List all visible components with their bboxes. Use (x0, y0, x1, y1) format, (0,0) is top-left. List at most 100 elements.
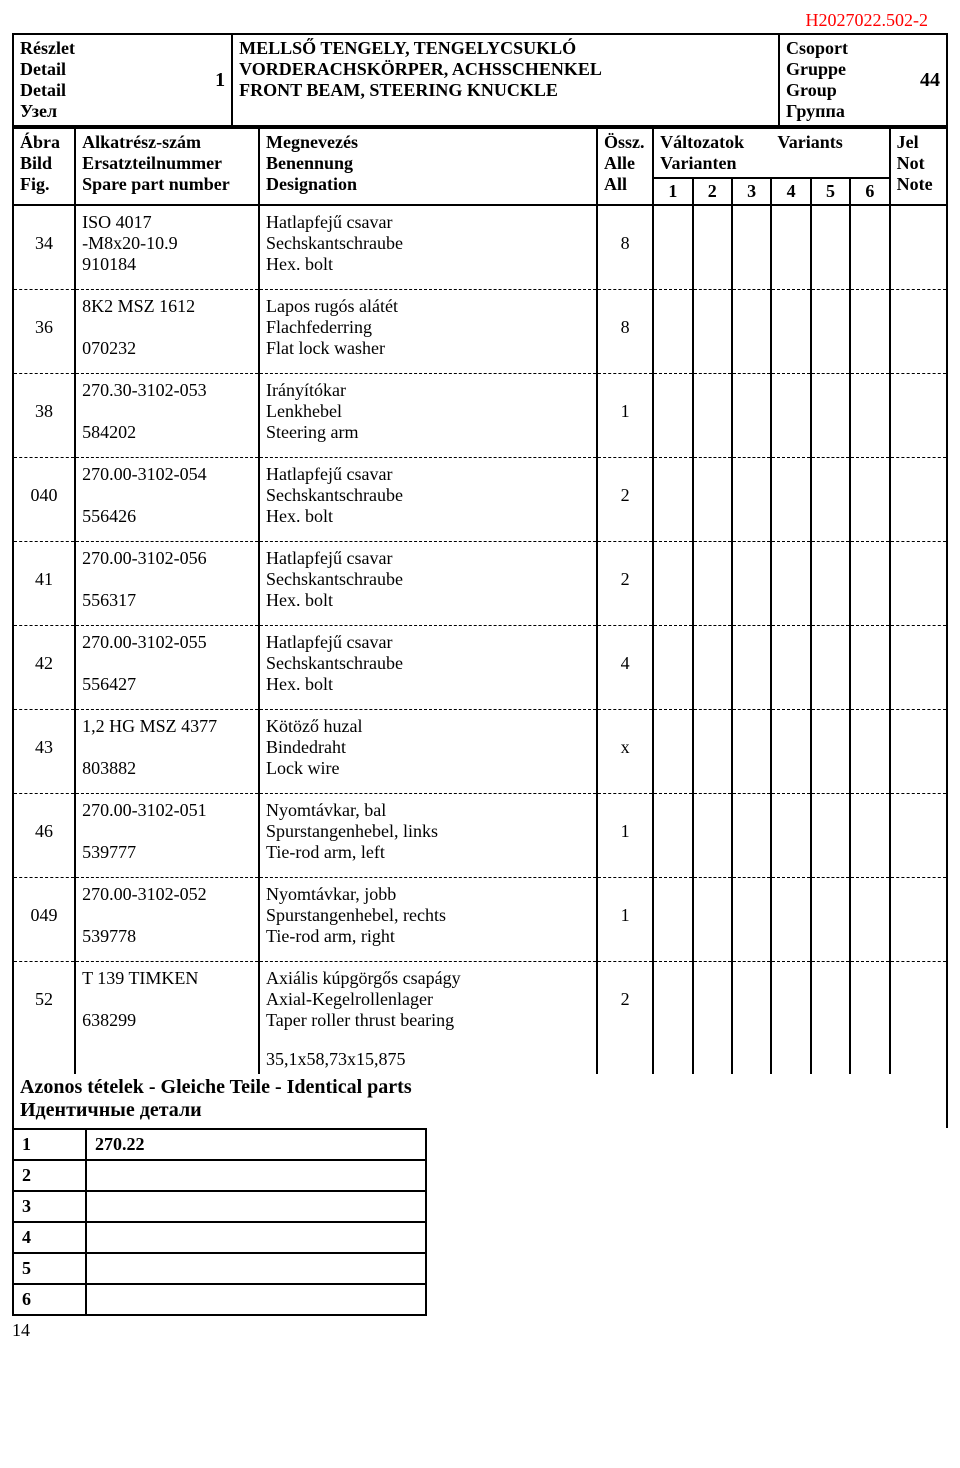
table-cell (693, 206, 732, 290)
label: Varianten (660, 153, 765, 174)
table-cell (732, 290, 771, 374)
title-cell: MELLSŐ TENGELY, TENGELYCSUKLÓ VORDERACHS… (232, 34, 779, 126)
label: Spare part number (82, 174, 252, 195)
col-note-header: Jel Not Note (890, 128, 947, 205)
table-row: 52T 139 TIMKEN 638299Axiális kúpgörgős c… (13, 962, 947, 1046)
table-cell (693, 458, 732, 542)
identical-parts-title: Azonos tételek - Gleiche Teile - Identic… (12, 1074, 948, 1128)
table-cell: 049 (13, 878, 75, 962)
variant-num: 2 (694, 179, 733, 204)
table-cell: IrányítókarLenkhebelSteering arm (259, 374, 597, 458)
table-cell (693, 290, 732, 374)
table-cell: 2 (597, 962, 653, 1046)
table-row: 040270.00-3102-054 556426Hatlapfejű csav… (13, 458, 947, 542)
table-row: 38270.30-3102-053 584202IrányítókarLenkh… (13, 374, 947, 458)
table-row: 1270.22 (13, 1129, 426, 1160)
table-row: 42270.00-3102-055 556427Hatlapfejű csava… (13, 626, 947, 710)
table-cell (890, 878, 947, 962)
table-cell (850, 794, 889, 878)
col-part-header: Alkatrész-szám Ersatzteilnummer Spare pa… (75, 128, 259, 205)
table-row: 41270.00-3102-056 556317Hatlapfejű csava… (13, 542, 947, 626)
table-row: 431,2 HG MSZ 4377 803882Kötöző huzalBind… (13, 710, 947, 794)
table-cell (890, 206, 947, 290)
table-cell: Hatlapfejű csavarSechskantschraubeHex. b… (259, 206, 597, 290)
table-cell (653, 206, 692, 290)
table-cell (732, 458, 771, 542)
table-cell (890, 794, 947, 878)
table-cell (732, 962, 771, 1046)
table-cell: 8 (597, 206, 653, 290)
document-code: H2027022.502-2 (12, 10, 948, 31)
label: Идентичные детали (20, 1099, 202, 1121)
table-cell: 270.00-3102-056 556317 (75, 542, 259, 626)
ident-num: 5 (13, 1253, 86, 1284)
ident-num: 6 (13, 1284, 86, 1315)
ident-val (86, 1222, 426, 1253)
table-cell (771, 206, 810, 290)
table-cell: ISO 4017-M8x20-10.9910184 (75, 206, 259, 290)
table-cell (653, 710, 692, 794)
table-row: 2 (13, 1160, 426, 1191)
detail-label-cell: Részlet Detail Detail Узел 1 (13, 34, 232, 126)
table-cell (653, 458, 692, 542)
table-cell: 43 (13, 710, 75, 794)
table-cell: 42 (13, 626, 75, 710)
table-cell: Hatlapfejű csavarSechskantschraubeHex. b… (259, 626, 597, 710)
table-cell: 34 (13, 206, 75, 290)
table-cell (771, 710, 810, 794)
table-cell (850, 458, 889, 542)
table-cell (771, 962, 810, 1046)
table-cell: 1 (597, 794, 653, 878)
column-headers: Ábra Bild Fig. Alkatrész-szám Ersatzteil… (12, 127, 948, 206)
table-cell (653, 626, 692, 710)
ident-val (86, 1191, 426, 1222)
label: Bild (20, 153, 68, 174)
table-cell: 270.00-3102-055 556427 (75, 626, 259, 710)
table-cell: 2 (597, 458, 653, 542)
table-cell (771, 458, 810, 542)
label: Ábra (20, 132, 68, 153)
table-cell (811, 878, 850, 962)
dimension-row: 35,1x58,73x15,875 (12, 1045, 948, 1074)
table-cell: 270.30-3102-053 584202 (75, 374, 259, 458)
col-all-header: Össz. Alle All (597, 128, 653, 205)
table-cell: 36 (13, 290, 75, 374)
table-cell: 040 (13, 458, 75, 542)
table-cell (811, 962, 850, 1046)
col-desc-header: Megnevezés Benennung Designation (259, 128, 597, 205)
table-cell (693, 542, 732, 626)
table-row: 5 (13, 1253, 426, 1284)
ident-num: 2 (13, 1160, 86, 1191)
table-cell (653, 878, 692, 962)
table-cell (890, 626, 947, 710)
table-cell (732, 206, 771, 290)
table-cell: Kötöző huzalBindedrahtLock wire (259, 710, 597, 794)
table-cell (850, 374, 889, 458)
table-cell: 270.00-3102-052 539778 (75, 878, 259, 962)
detail-label: Részlet (20, 38, 215, 59)
table-cell (771, 626, 810, 710)
ident-val (86, 1160, 426, 1191)
label: Megnevezés (266, 132, 590, 153)
table-row: 3 (13, 1191, 426, 1222)
group-label: Группа (786, 101, 920, 122)
table-cell (732, 878, 771, 962)
table-cell (732, 794, 771, 878)
table-cell: 1 (597, 878, 653, 962)
table-cell (732, 374, 771, 458)
table-cell: Hatlapfejű csavarSechskantschraubeHex. b… (259, 542, 597, 626)
table-cell (890, 458, 947, 542)
table-cell (850, 542, 889, 626)
table-cell: Nyomtávkar, jobbSpurstangenhebel, rechts… (259, 878, 597, 962)
table-cell: 4 (597, 626, 653, 710)
ident-val (86, 1253, 426, 1284)
ident-num: 3 (13, 1191, 86, 1222)
col-variants-header: Változatok Varianten Variants 1 2 3 4 5 … (653, 128, 889, 205)
table-cell: Lapos rugós alátétFlachfederringFlat loc… (259, 290, 597, 374)
table-cell: 270.00-3102-054 556426 (75, 458, 259, 542)
group-number: 44 (920, 69, 940, 92)
ident-num: 4 (13, 1222, 86, 1253)
label: Azonos tételek - Gleiche Teile - Identic… (20, 1076, 412, 1098)
table-cell: Axiális kúpgörgős csapágyAxial-Kegelroll… (259, 962, 597, 1046)
title-line: FRONT BEAM, STEERING KNUCKLE (239, 80, 772, 101)
